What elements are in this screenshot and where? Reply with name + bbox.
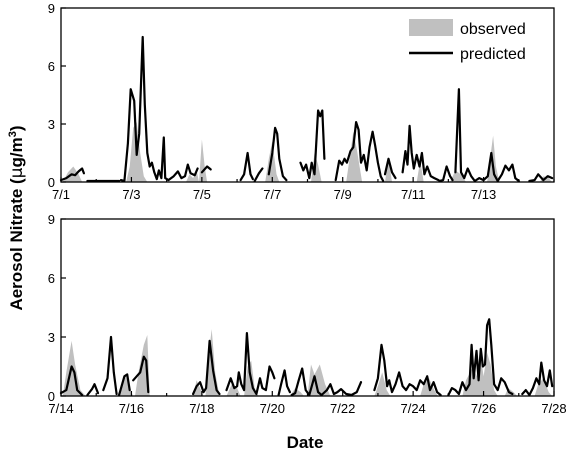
x-tick-label-1-6: 7/26: [471, 401, 496, 416]
predicted-line-1-2: [102, 335, 118, 396]
predicted-line-1-3: [118, 373, 131, 397]
y-tick-label-1-0: 0: [48, 389, 55, 404]
predicted-line-0-10: [401, 124, 440, 182]
y-tick-label-1-3: 9: [48, 212, 55, 227]
x-tick-label-1-2: 7/18: [189, 401, 214, 416]
predicted-line-1-1: [86, 383, 100, 397]
y-axis-title: Aerosol Nitrate (μg/m3): [7, 125, 27, 310]
observed-area-0-10: [487, 135, 500, 182]
y-tick-label-1-2: 6: [48, 271, 55, 286]
predicted-line-1-0: [59, 365, 84, 397]
bottom-panel: 0 3 6 9 7/14 7/16 7/18 7/20 7/22 7/24 7/26 7/28: [48, 212, 567, 416]
predicted-line-0-4: [239, 151, 254, 182]
y-tick-label-0-1: 3: [48, 117, 55, 132]
x-tick-label-0-0: 7/1: [52, 187, 70, 202]
predicted-line-1-11: [521, 361, 554, 397]
observed-area-1-9: [374, 372, 391, 396]
observed-area-1-3: [193, 380, 204, 396]
predicted-line-1-6: [225, 332, 276, 396]
legend-swatch-observed: [409, 19, 453, 36]
x-tick-label-1-7: 7/28: [541, 401, 566, 416]
x-axis-title: Date: [287, 433, 324, 452]
y-axis-title-mu: μ: [7, 167, 27, 178]
x-tick-label-0-3: 7/7: [263, 187, 281, 202]
predicted-line-0-0: [59, 167, 85, 182]
predicted-line-0-2: [119, 35, 199, 183]
observed-area-0-3: [199, 139, 208, 182]
top-panel: 0 3 6 9 7/1 7/3 7/5 7/7 7/9 7/11 7/13: [48, 1, 555, 202]
predicted-line-1-5: [192, 339, 221, 396]
legend: observed predicted: [409, 19, 526, 63]
x-tick-label-1-4: 7/22: [330, 401, 355, 416]
y-tick-label-0-0: 0: [48, 175, 55, 190]
x-tick-label-1-1: 7/16: [119, 401, 144, 416]
y-axis-title-suffix: ): [7, 125, 26, 131]
y-axis-title-superscript: 3: [7, 131, 19, 137]
y-axis-title-prefix: Aerosol Nitrate (: [7, 178, 26, 311]
x-tick-label-0-6: 7/13: [471, 187, 496, 202]
y-tick-label-1-1: 3: [48, 330, 55, 345]
predicted-line-0-11: [438, 165, 454, 183]
observed-area-0-6: [346, 131, 363, 182]
x-tick-label-1-0: 7/14: [48, 401, 73, 416]
predicted-line-0-5: [253, 167, 264, 183]
predicted-line-0-6: [267, 126, 288, 182]
y-axis-title-unit: g/m: [7, 137, 26, 167]
x-tick-label-0-4: 7/9: [334, 187, 352, 202]
predicted-line-1-7: [277, 369, 291, 397]
predicted-line-0-7: [299, 109, 326, 180]
x-tick-label-0-5: 7/11: [401, 187, 425, 202]
predicted-line-1-9: [373, 343, 442, 397]
observed-area-0-7: [385, 158, 392, 182]
x-tick-label-1-5: 7/24: [400, 401, 425, 416]
predicted-line-0-12: [454, 88, 520, 183]
predicted-line-1-10: [447, 318, 514, 397]
predicted-line-1-8: [290, 367, 363, 397]
legend-label-predicted: predicted: [460, 46, 526, 63]
x-tick-label-0-1: 7/3: [122, 187, 140, 202]
observed-area-1-8: [307, 364, 331, 396]
predicted-line-0-13: [528, 173, 554, 183]
x-tick-label-1-3: 7/20: [260, 401, 285, 416]
predicted-line-0-8: [334, 121, 385, 183]
x-tick-label-0-2: 7/5: [193, 187, 211, 202]
observed-area-0-9: [450, 170, 466, 182]
y-tick-label-0-2: 6: [48, 59, 55, 74]
observed-area-0-8: [416, 160, 424, 182]
predicted-line-0-3: [200, 165, 212, 174]
legend-label-observed: observed: [460, 21, 526, 38]
y-tick-label-0-3: 9: [48, 1, 55, 16]
observed-area-1-13: [534, 378, 553, 396]
predicted-line-0-9: [383, 157, 397, 180]
predicted-line-1-4: [132, 355, 150, 394]
